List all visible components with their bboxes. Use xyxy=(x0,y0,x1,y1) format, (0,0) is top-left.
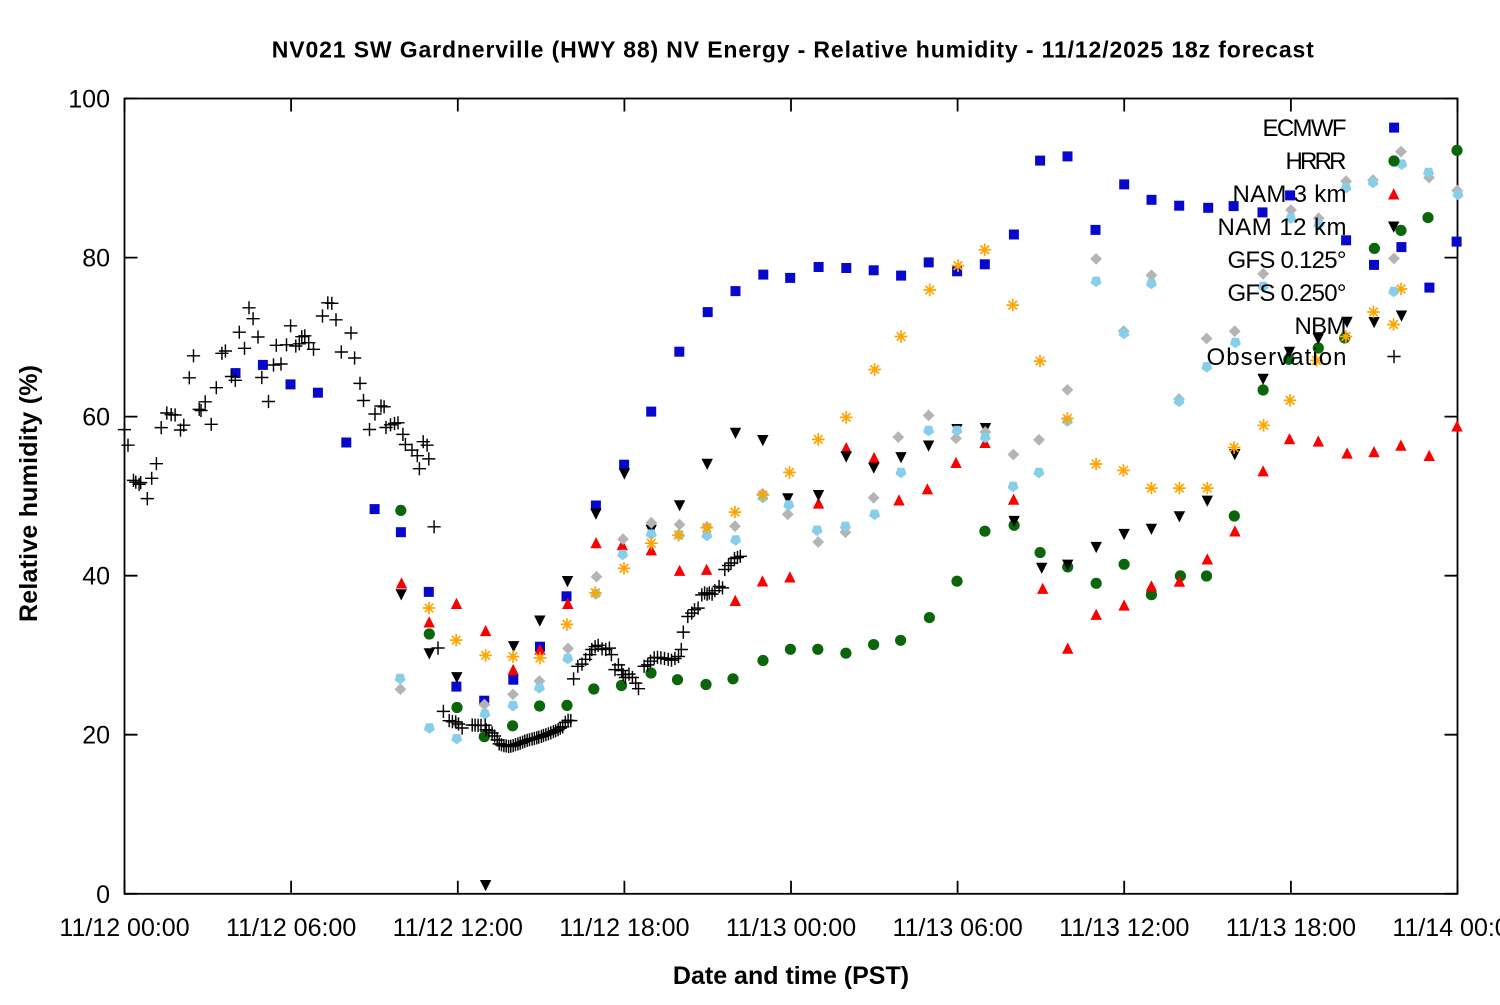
svg-text:40: 40 xyxy=(82,563,110,591)
svg-text:11/14 00:00: 11/14 00:00 xyxy=(1392,914,1500,942)
svg-text:NAM 3 km: NAM 3 km xyxy=(1233,181,1347,208)
svg-text:11/12 00:00: 11/12 00:00 xyxy=(59,914,189,942)
svg-text:11/12 18:00: 11/12 18:00 xyxy=(559,914,689,942)
svg-text:20: 20 xyxy=(82,722,110,750)
svg-text:11/12 12:00: 11/12 12:00 xyxy=(393,914,523,942)
svg-text:60: 60 xyxy=(82,404,110,432)
svg-text:HRRR: HRRR xyxy=(1286,148,1347,175)
svg-text:NAM 12 km: NAM 12 km xyxy=(1218,214,1347,241)
svg-text:11/12 06:00: 11/12 06:00 xyxy=(226,914,356,942)
svg-text:GFS 0.250°: GFS 0.250° xyxy=(1228,280,1347,307)
svg-text:ECMWF: ECMWF xyxy=(1263,115,1347,142)
svg-text:GFS 0.125°: GFS 0.125° xyxy=(1228,247,1347,274)
svg-text:80: 80 xyxy=(82,245,110,273)
svg-text:Observation: Observation xyxy=(1207,344,1347,371)
svg-text:NBM: NBM xyxy=(1295,313,1347,340)
svg-text:11/13 00:00: 11/13 00:00 xyxy=(726,914,856,942)
svg-text:Relative humidity (%): Relative humidity (%) xyxy=(15,365,43,622)
svg-text:100: 100 xyxy=(68,86,110,114)
svg-text:0: 0 xyxy=(96,881,110,909)
svg-text:Date and time (PST): Date and time (PST) xyxy=(673,962,909,990)
svg-text:11/13 06:00: 11/13 06:00 xyxy=(893,914,1023,942)
svg-text:NV021 SW Gardnerville (HWY 88): NV021 SW Gardnerville (HWY 88) NV Energy… xyxy=(272,36,1314,62)
svg-text:11/13 12:00: 11/13 12:00 xyxy=(1059,914,1189,942)
svg-text:11/13 18:00: 11/13 18:00 xyxy=(1226,914,1356,942)
